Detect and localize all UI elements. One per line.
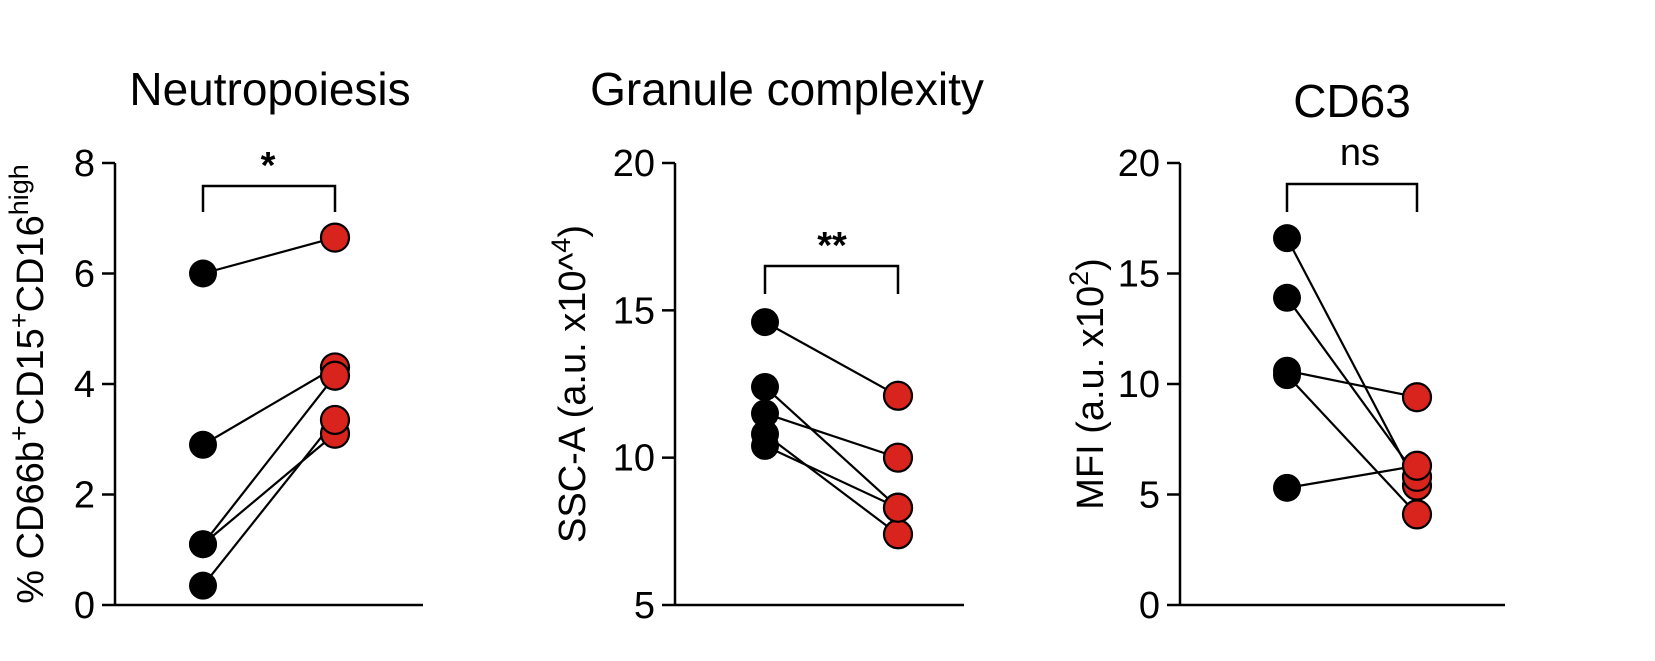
y-tick-label: 5 <box>1139 475 1160 517</box>
y-tick-label: 5 <box>634 585 655 627</box>
data-point <box>882 492 914 523</box>
data-point <box>751 431 779 460</box>
data-point <box>1401 499 1433 530</box>
data-point <box>1273 224 1301 253</box>
data-point <box>189 259 217 288</box>
data-point <box>319 360 351 391</box>
data-point <box>1401 450 1433 481</box>
y-tick-label: 4 <box>74 364 95 406</box>
pair-line <box>1286 369 1418 399</box>
pair-line <box>202 236 336 275</box>
data-point <box>751 399 779 428</box>
pair-line <box>764 386 899 509</box>
y-tick-label: 0 <box>1139 585 1160 627</box>
data-point <box>882 442 914 473</box>
data-point <box>189 571 217 600</box>
data-point <box>319 404 351 436</box>
significance-bracket <box>1285 182 1419 212</box>
data-point <box>882 380 914 411</box>
y-tick-label: 6 <box>74 254 95 296</box>
pair-line <box>202 375 336 545</box>
pair-line <box>1286 374 1418 516</box>
data-point <box>1273 361 1301 390</box>
data-point <box>1273 473 1301 502</box>
y-tick-label: 8 <box>74 143 95 185</box>
pair-line <box>1286 297 1418 478</box>
significance-label: ** <box>817 225 847 267</box>
significance-label: ns <box>1340 132 1380 174</box>
y-tick-label: 0 <box>74 585 95 627</box>
pair-line <box>764 444 899 509</box>
y-tick-label: 20 <box>1118 143 1160 185</box>
y-tick-label: 10 <box>1118 364 1160 406</box>
data-point <box>1401 382 1433 413</box>
data-point <box>189 530 217 559</box>
y-tick-label: 15 <box>1118 254 1160 296</box>
pair-line <box>764 321 899 397</box>
chart-title: Neutropoiesis <box>129 63 410 115</box>
y-tick-label: 20 <box>613 143 655 185</box>
pair-line <box>1286 237 1418 487</box>
panel-2: Granule complexity SSC-A (a.u. x10^4) 5 10 1… <box>546 63 984 627</box>
y-axis-label: % CD66b+CD15+CD16high <box>4 164 52 604</box>
data-point <box>882 519 914 550</box>
data-point <box>319 222 351 253</box>
pair-line <box>202 366 336 446</box>
y-tick-label: 10 <box>613 438 655 480</box>
y-tick-label: 15 <box>613 290 655 332</box>
pair-line <box>202 432 336 546</box>
significance-bracket <box>201 184 337 212</box>
pair-line <box>202 419 336 587</box>
pair-line <box>1286 464 1418 489</box>
pair-line <box>764 433 899 536</box>
chart-title: Granule complexity <box>590 63 984 115</box>
data-point <box>189 430 217 459</box>
pair-line <box>764 412 899 459</box>
panel-1: Neutropoiesis % CD66b+CD15+CD16high 0 2 4 6 8 * <box>4 63 423 627</box>
y-axis-label: SSC-A (a.u. x10^4) <box>546 225 594 543</box>
significance-label: * <box>261 145 276 187</box>
data-point <box>1273 283 1301 312</box>
y-axis-label: MFI (a.u. x102) <box>1064 258 1112 510</box>
chart-title: CD63 <box>1293 75 1411 127</box>
data-point <box>751 308 779 337</box>
data-point <box>751 372 779 401</box>
y-tick-label: 2 <box>74 475 95 517</box>
panel-3: CD63 MFI (a.u. x102) 0 5 10 15 20 ns <box>1064 75 1505 627</box>
significance-bracket <box>763 264 900 294</box>
